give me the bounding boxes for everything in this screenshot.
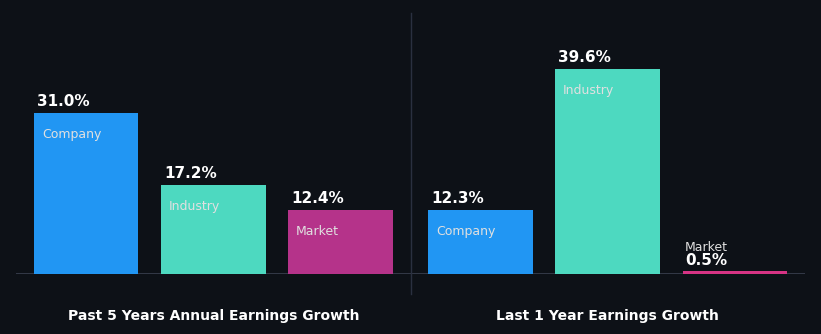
Text: Industry: Industry: [169, 200, 220, 213]
Bar: [429, 210, 533, 274]
Text: Past 5 Years Annual Earnings Growth: Past 5 Years Annual Earnings Growth: [67, 309, 360, 323]
Text: 12.4%: 12.4%: [291, 191, 344, 206]
Bar: [34, 113, 139, 274]
Bar: [162, 185, 265, 274]
Text: 31.0%: 31.0%: [37, 95, 89, 110]
Text: 12.3%: 12.3%: [431, 191, 484, 206]
Text: Market: Market: [685, 241, 728, 254]
Text: Last 1 Year Earnings Growth: Last 1 Year Earnings Growth: [496, 309, 719, 323]
Text: Market: Market: [296, 225, 339, 237]
Text: Industry: Industry: [563, 84, 614, 97]
Bar: [288, 210, 392, 274]
Text: Company: Company: [436, 225, 495, 238]
Text: 0.5%: 0.5%: [685, 253, 727, 268]
Text: Company: Company: [42, 128, 101, 141]
Text: 17.2%: 17.2%: [164, 166, 217, 181]
Text: 39.6%: 39.6%: [558, 50, 611, 65]
Bar: [556, 68, 659, 274]
Bar: [682, 271, 787, 274]
